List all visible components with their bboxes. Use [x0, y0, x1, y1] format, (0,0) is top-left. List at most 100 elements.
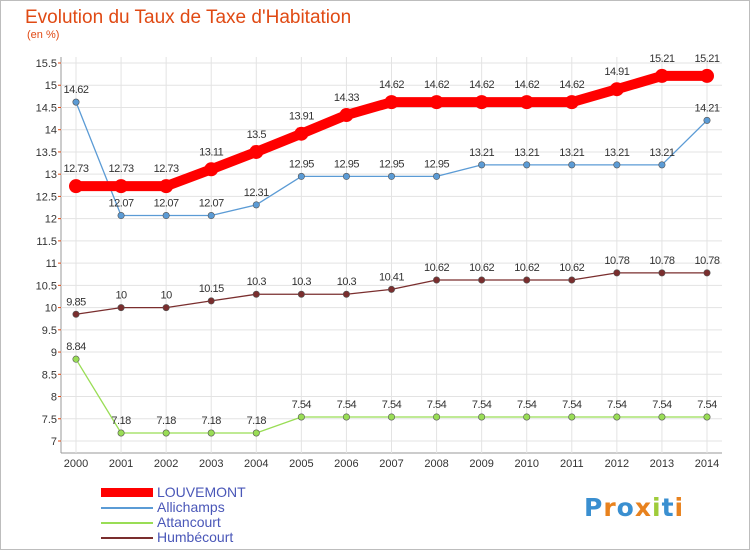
- data-point: [478, 161, 486, 169]
- x-tick-label: 2011: [560, 458, 584, 470]
- data-point: [159, 179, 174, 194]
- data-label: 13.11: [199, 146, 224, 158]
- chart-title: Evolution du Taux de Taxe d'Habitation: [25, 7, 352, 28]
- proxiti-logo: Proxiti: [584, 493, 685, 522]
- data-label: 12.95: [334, 158, 359, 170]
- y-tick-label: 15.5: [36, 58, 57, 70]
- data-point: [478, 276, 486, 284]
- data-label: 7.18: [202, 415, 222, 427]
- y-tick-label: 8: [51, 392, 57, 404]
- data-point: [523, 276, 531, 284]
- x-tick-label: 2005: [289, 458, 313, 470]
- data-label: 7.18: [111, 415, 131, 427]
- data-point: [114, 179, 129, 194]
- data-point: [162, 212, 170, 220]
- data-point: [294, 126, 309, 141]
- data-point: [429, 95, 444, 110]
- x-tick-label: 2006: [334, 458, 358, 470]
- data-point: [72, 310, 80, 318]
- data-label: 10.62: [514, 262, 539, 274]
- y-tick-label: 11.5: [36, 236, 57, 248]
- data-point: [474, 95, 489, 110]
- data-label: 10.78: [694, 255, 719, 267]
- data-point: [658, 413, 666, 421]
- y-tick-label: 12: [45, 214, 57, 226]
- y-tick-label: 7: [51, 436, 57, 448]
- data-point: [72, 355, 80, 363]
- data-point: [613, 413, 621, 421]
- data-point: [609, 82, 624, 97]
- data-point: [523, 413, 531, 421]
- legend-swatch: [101, 506, 153, 509]
- data-label: 10: [161, 290, 173, 302]
- data-point: [658, 161, 666, 169]
- data-point: [387, 172, 395, 180]
- data-label: 10: [115, 290, 127, 302]
- data-label: 12.07: [109, 198, 134, 210]
- data-point: [387, 413, 395, 421]
- data-point: [342, 290, 350, 298]
- data-point: [478, 413, 486, 421]
- data-label: 14.62: [559, 79, 584, 91]
- data-label: 12.95: [289, 158, 314, 170]
- data-label: 10.3: [337, 276, 357, 288]
- data-label: 9.85: [66, 296, 86, 308]
- data-label: 13.5: [247, 129, 267, 141]
- data-point: [339, 108, 354, 123]
- data-point: [207, 212, 215, 220]
- data-point: [72, 98, 80, 106]
- x-tick-label: 2012: [605, 458, 629, 470]
- data-label: 13.21: [514, 147, 539, 159]
- y-tick-label: 12.5: [36, 191, 57, 203]
- data-label: 14.62: [514, 79, 539, 91]
- data-point: [384, 95, 399, 110]
- data-label: 7.54: [472, 399, 492, 411]
- legend-item: LOUVEMONT: [101, 485, 246, 500]
- x-tick-label: 2000: [64, 458, 88, 470]
- data-point: [433, 172, 441, 180]
- data-label: 12.07: [154, 198, 179, 210]
- y-tick-label: 7.5: [42, 414, 57, 426]
- y-tick-label: 15: [45, 80, 57, 92]
- data-label: 13.21: [604, 147, 629, 159]
- data-label: 10.78: [649, 255, 674, 267]
- data-label: 10.41: [379, 271, 404, 283]
- data-point: [519, 95, 534, 110]
- data-label: 12.31: [244, 187, 269, 199]
- y-tick-label: 10: [45, 303, 57, 315]
- data-label: 14.62: [379, 79, 404, 91]
- data-label: 12.73: [154, 163, 179, 175]
- data-label: 7.54: [697, 399, 717, 411]
- x-tick-label: 2001: [109, 458, 133, 470]
- legend-swatch: [101, 536, 153, 539]
- data-label: 14.21: [694, 102, 719, 114]
- data-point: [613, 161, 621, 169]
- data-point: [703, 413, 711, 421]
- data-label: 7.18: [247, 415, 267, 427]
- data-point: [703, 269, 711, 277]
- data-label: 10.62: [424, 262, 449, 274]
- data-label: 15.21: [694, 53, 719, 65]
- data-point: [162, 304, 170, 312]
- data-point: [523, 161, 531, 169]
- data-label: 7.54: [382, 399, 402, 411]
- chart-legend: LOUVEMONT Allichamps Attancourt Humbécourt: [101, 485, 246, 545]
- data-point: [342, 413, 350, 421]
- x-tick-label: 2013: [650, 458, 674, 470]
- data-point: [564, 95, 579, 110]
- data-label: 10.3: [292, 276, 312, 288]
- x-tick-label: 2008: [424, 458, 448, 470]
- chart-unit: (en %): [27, 29, 60, 41]
- data-point: [204, 162, 219, 177]
- data-label: 13.91: [289, 111, 314, 123]
- y-tick-label: 10.5: [36, 280, 57, 292]
- data-label: 13.21: [559, 147, 584, 159]
- y-tick-label: 14.5: [36, 102, 57, 114]
- data-point: [162, 429, 170, 437]
- data-point: [252, 201, 260, 209]
- data-label: 13.21: [649, 147, 674, 159]
- data-label: 7.54: [562, 399, 582, 411]
- data-label: 14.62: [424, 79, 449, 91]
- data-label: 10.3: [247, 276, 267, 288]
